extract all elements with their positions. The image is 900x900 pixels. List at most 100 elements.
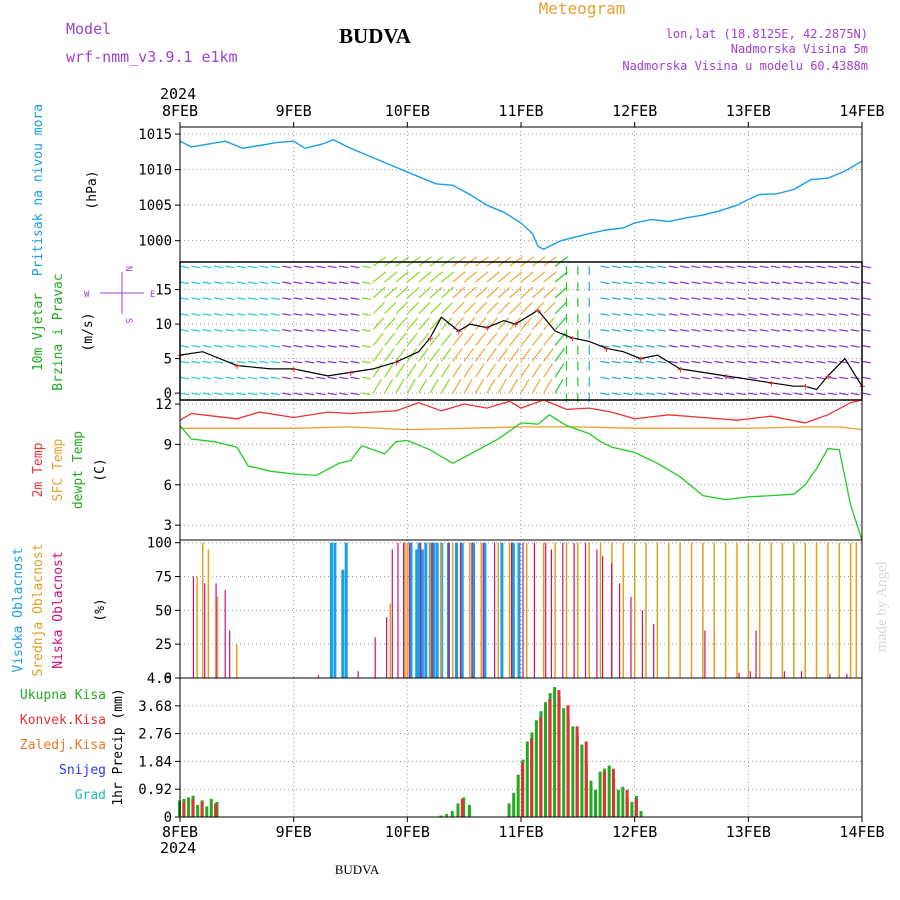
- wind-arrow: [441, 271, 455, 283]
- wind-arrow: [759, 392, 769, 396]
- legend-total-rain: Ukupna Kisa: [20, 688, 106, 703]
- wind-arrow: [384, 271, 398, 283]
- wind-arrow: [770, 392, 781, 396]
- wind-arrow: [793, 281, 803, 285]
- temp-ytick-label: 6: [164, 478, 172, 494]
- wind-arrow: [179, 376, 190, 380]
- wind-arrow: [680, 297, 690, 300]
- wind-arrow: [452, 378, 462, 394]
- precip-bar: [456, 803, 460, 817]
- elevation-text: Nadmorska Visina 5m: [731, 42, 868, 56]
- wind-arrow: [782, 344, 792, 348]
- wind-arrow: [839, 281, 849, 285]
- wind-arrow: [782, 392, 792, 396]
- wind-arrow: [623, 313, 633, 316]
- compass-w: W: [84, 290, 90, 300]
- wind-arrow: [327, 360, 337, 364]
- wind-arrow: [850, 344, 860, 348]
- wind-arrow: [327, 344, 337, 348]
- wind-arrow: [668, 376, 678, 380]
- wind-arrow: [827, 329, 837, 332]
- wind-arrow: [725, 344, 735, 348]
- wind-arrow: [531, 317, 544, 331]
- wind-arrow: [270, 297, 280, 300]
- wind-arrow: [520, 348, 531, 362]
- wind-arrow: [816, 376, 826, 380]
- wind-arrow: [702, 344, 712, 348]
- wind-speed-marker: +: [348, 366, 355, 379]
- wind-arrow: [793, 265, 803, 269]
- pressure-ytick-label: 1000: [138, 234, 172, 250]
- precip-panel: 4.6 3.68 2.76 1.84 0.92 0: [138, 671, 862, 826]
- wind-arrow: [270, 313, 280, 316]
- pressure-panel: 1015 1010 1005 1000: [138, 127, 863, 262]
- wind-arrow: [327, 297, 337, 300]
- wind-arrow: [304, 297, 315, 300]
- wind-arrow: [805, 313, 815, 316]
- wind-arrow: [759, 281, 769, 285]
- wind-arrow: [793, 376, 803, 380]
- precip-bar: [534, 720, 538, 817]
- compass-e: E: [150, 290, 155, 300]
- wind-arrow: [657, 360, 667, 364]
- wind-arrow: [248, 281, 258, 285]
- wind-arrow: [406, 317, 419, 331]
- wind-arrow: [770, 265, 781, 269]
- wind-arrow: [782, 329, 792, 332]
- wind-arrow: [827, 281, 837, 285]
- wind-arrow: [839, 376, 849, 380]
- wind-arrow: [861, 329, 872, 332]
- wind-arrow: [680, 392, 690, 396]
- precip-bar: [566, 705, 570, 817]
- wind-arrow: [179, 344, 190, 348]
- wind-arrow: [611, 376, 621, 380]
- precip-bar: [214, 803, 218, 817]
- precip-ytick-label: 0.92: [138, 782, 172, 798]
- wind-arrow: [316, 313, 326, 316]
- wind-arrow: [259, 297, 269, 300]
- wind-arrow: [282, 281, 292, 285]
- wind-arrow: [861, 265, 872, 269]
- wind-arrow: [395, 301, 408, 315]
- wind-arrow: [248, 392, 258, 396]
- wind-arrow: [304, 281, 315, 285]
- wind-arrow: [282, 313, 292, 316]
- wind-ytick-label: 5: [164, 352, 172, 368]
- wind-arrow: [554, 348, 565, 362]
- wind-speed-line: [179, 309, 863, 391]
- wind-arrow: [475, 271, 489, 283]
- wind-arrow: [702, 265, 712, 269]
- wind-arrow: [645, 344, 656, 348]
- wind-arrow: [714, 281, 724, 285]
- wind-arrow: [714, 297, 724, 300]
- wind-arrow: [680, 281, 690, 285]
- wind-arrow: [429, 378, 439, 394]
- temp2m-ylabel: 2m Temp: [31, 442, 46, 497]
- wind-arrow: [293, 376, 303, 380]
- wind-speed-marker: +: [291, 363, 298, 376]
- wind-ytick-label: 0: [164, 386, 172, 402]
- time-label-bottom: 14FEB: [839, 823, 884, 841]
- pressure-ytick-label: 1015: [138, 127, 172, 143]
- wind-arrow: [600, 329, 610, 332]
- wind-arrow: [463, 378, 473, 394]
- wind-arrow: [759, 265, 769, 269]
- wind-arrow: [440, 378, 450, 394]
- wind-arrow: [816, 392, 826, 396]
- wind-arrow: [350, 329, 360, 332]
- temp-ytick-label: 3: [164, 518, 172, 534]
- wind-arrow: [202, 344, 212, 348]
- wind-arrow: [191, 376, 201, 380]
- wind-arrow: [225, 313, 235, 316]
- wind-arrow: [475, 332, 487, 346]
- wind-arrow: [634, 392, 644, 396]
- wind-arrow: [304, 313, 315, 316]
- wind-arrow: [304, 376, 315, 380]
- wind-arrow: [805, 297, 815, 300]
- wind-arrow: [657, 265, 667, 269]
- wind-arrow: [213, 313, 224, 316]
- wind-arrow: [531, 363, 542, 378]
- wind-arrow: [736, 392, 746, 396]
- wind-arrow: [736, 329, 746, 332]
- temp-line-2: [179, 413, 863, 541]
